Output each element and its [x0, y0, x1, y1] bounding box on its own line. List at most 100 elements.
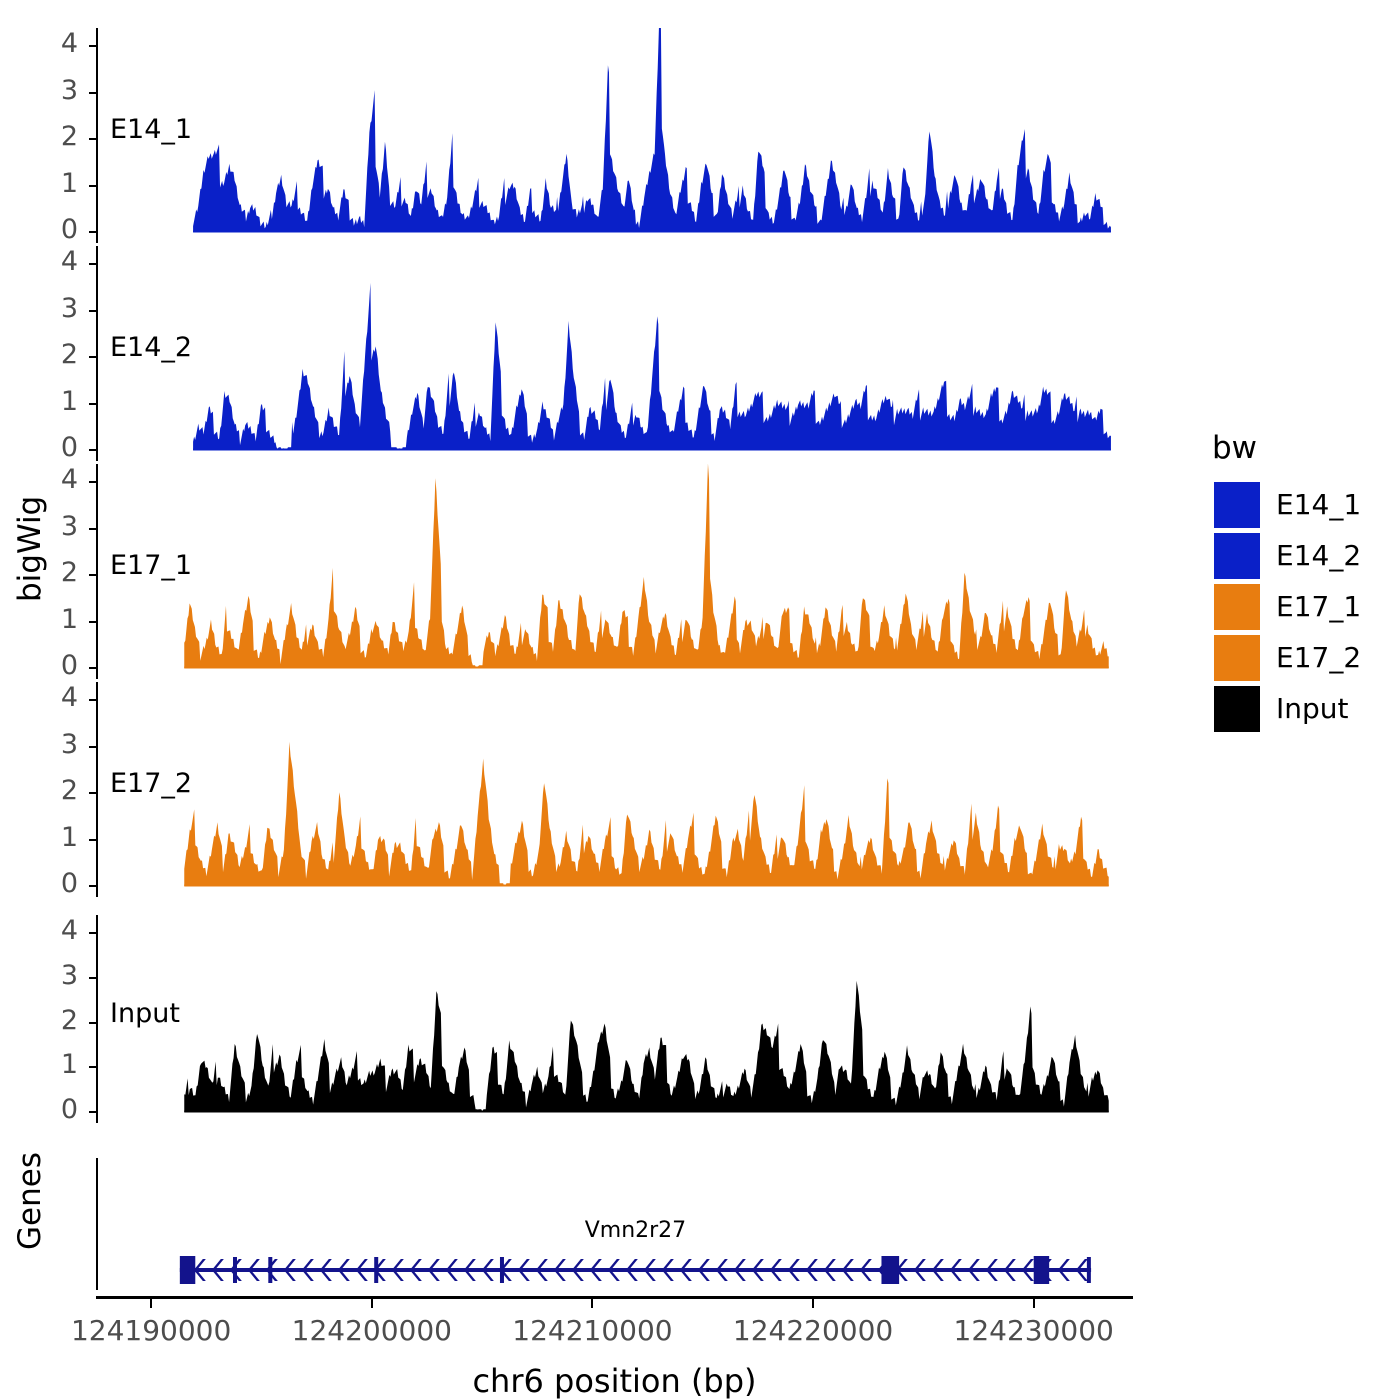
legend: bw E14_1 E14_2 E17_1 E17_2 Input	[1210, 430, 1390, 732]
panel-y-tick-label: 3	[60, 959, 78, 991]
panel-label-e17_1: E17_1	[110, 550, 193, 582]
y-axis-title-genes: Genes	[12, 1152, 48, 1250]
panel-label-e17_2: E17_2	[110, 768, 193, 800]
panel-y-tick-label: 0	[60, 1094, 78, 1125]
panel-y-tick-label: 1	[60, 1049, 78, 1081]
legend-item-e14_1[interactable]: E14_1	[1214, 482, 1384, 532]
coverage-area-e17_2	[96, 682, 1133, 897]
panel-y-tick-label: 2	[60, 557, 78, 588]
panel-y-tick	[89, 527, 96, 530]
coverage-area-e14_2	[96, 246, 1133, 461]
panel-y-tick	[89, 91, 96, 94]
panel-y-tick-label: 0	[60, 432, 78, 463]
legend-item-e17_2[interactable]: E17_2	[1214, 635, 1384, 685]
x-axis-tick-label: 124210000	[512, 1314, 673, 1347]
panel-y-tick	[89, 667, 96, 669]
x-axis-tick	[370, 1299, 373, 1308]
panel-y-tick-label: 0	[60, 868, 78, 899]
panel-y-tick-label: 4	[60, 682, 78, 713]
x-axis-line	[96, 1296, 1133, 1299]
panel-y-tick	[89, 885, 96, 887]
panel-y-tick	[89, 263, 96, 265]
coverage-panel-input: 0 1 2 3 4 Input	[61, 915, 1133, 1125]
legend-item-e17_1[interactable]: E17_1	[1214, 584, 1384, 634]
panel-y-tick-label: 3	[60, 510, 78, 542]
panel-y-tick-label: 3	[60, 728, 78, 760]
legend-item-e14_2[interactable]: E14_2	[1214, 533, 1384, 583]
panel-y-axis-line	[96, 28, 98, 243]
coverage-panel-e14_1: 0 1 2 3 4 E14_1	[61, 28, 1133, 245]
legend-color-swatch	[1214, 482, 1260, 528]
panel-y-tick-label: 4	[60, 28, 78, 59]
x-axis-tick-label: 124200000	[291, 1314, 452, 1347]
panel-label-e14_1: E14_1	[110, 114, 193, 146]
legend-item-label: E17_2	[1276, 641, 1362, 674]
panel-y-tick-label: 1	[60, 167, 78, 199]
x-axis-tick-label: 124220000	[732, 1314, 894, 1347]
panel-y-tick-label: 4	[60, 464, 78, 495]
panel-y-axis-line	[96, 915, 98, 1123]
panel-y-tick	[89, 309, 96, 312]
legend-color-swatch	[1214, 635, 1260, 681]
panel-y-tick	[89, 932, 96, 934]
panel-y-axis-line	[96, 682, 98, 897]
gene-track-axis-line	[96, 1158, 98, 1290]
x-axis-tick	[1032, 1299, 1035, 1308]
panel-y-tick	[89, 699, 96, 701]
panel-y-tick-label: 2	[60, 121, 78, 152]
panel-y-tick-label: 4	[60, 246, 78, 277]
panel-y-tick	[89, 792, 96, 794]
coverage-area-e14_1	[96, 28, 1133, 243]
panel-y-tick	[89, 231, 96, 233]
coverage-panel-e17_2: 0 1 2 3 4 E17_2	[61, 682, 1133, 899]
x-axis-tick	[591, 1299, 594, 1308]
panel-y-tick	[89, 138, 96, 140]
panel-y-tick	[89, 574, 96, 576]
panel-y-tick	[89, 45, 96, 47]
panel-y-tick-label: 3	[60, 292, 78, 324]
x-axis-title: chr6 position (bp)	[472, 1362, 757, 1400]
panel-y-tick	[89, 838, 96, 841]
panel-y-tick	[89, 449, 96, 451]
panel-y-tick-label: 3	[60, 74, 78, 106]
panel-y-tick	[89, 402, 96, 405]
legend-color-swatch	[1214, 686, 1260, 732]
panel-y-tick	[89, 1021, 96, 1024]
legend-item-input[interactable]: Input	[1214, 686, 1384, 736]
coverage-area-e17_1	[96, 464, 1133, 679]
x-axis-tick-label: 124230000	[953, 1314, 1114, 1347]
panel-y-tick	[89, 356, 96, 358]
legend-item-label: E17_1	[1276, 590, 1362, 623]
legend-color-swatch	[1214, 584, 1260, 630]
coverage-panel-e14_2: 0 1 2 3 4 E14_2	[61, 246, 1133, 463]
gene-label: Vmn2r27	[584, 1218, 687, 1243]
panel-y-tick-label: 0	[60, 214, 78, 245]
panel-y-axis-line	[96, 246, 98, 461]
panel-y-tick-label: 0	[60, 650, 78, 681]
panel-y-tick	[89, 481, 96, 483]
panel-y-tick-label: 1	[60, 603, 78, 635]
x-axis-tick-label: 124190000	[70, 1314, 232, 1347]
panel-y-tick-label: 2	[60, 1004, 78, 1036]
panel-y-tick	[89, 1111, 96, 1113]
panel-y-axis-line	[96, 464, 98, 679]
panel-y-tick	[89, 620, 96, 623]
legend-item-label: E14_1	[1276, 488, 1362, 521]
panel-y-tick-label: 1	[60, 385, 78, 417]
panel-y-tick-label: 1	[60, 821, 78, 853]
panel-y-tick-label: 2	[60, 339, 78, 370]
panel-y-tick-label: 2	[60, 775, 78, 806]
panel-y-tick	[89, 1066, 96, 1069]
coverage-area-input	[96, 915, 1133, 1123]
panel-label-input: Input	[110, 997, 180, 1029]
panel-y-tick-label: 4	[60, 915, 78, 946]
panel-label-e14_2: E14_2	[110, 332, 193, 364]
legend-item-label: E14_2	[1276, 539, 1362, 572]
coverage-panel-e17_1: 0 1 2 3 4 E17_1	[61, 464, 1133, 681]
panel-y-tick	[89, 745, 96, 748]
x-axis-tick	[812, 1299, 815, 1308]
legend-item-label: Input	[1276, 692, 1349, 725]
legend-color-swatch	[1214, 533, 1260, 579]
gene-model-area	[96, 1158, 1153, 1290]
